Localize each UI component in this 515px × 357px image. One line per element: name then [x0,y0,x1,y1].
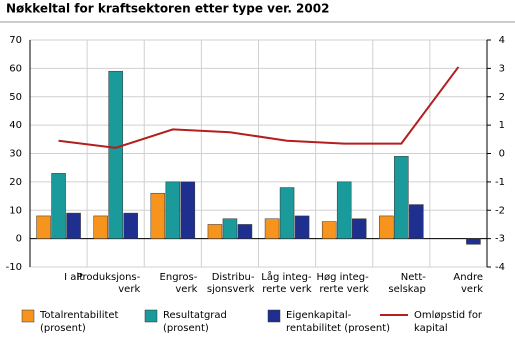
bar [222,218,238,239]
x-tick-label: Nett- [401,272,426,283]
bar [108,70,123,239]
x-tick-label: verk [461,284,483,295]
x-tick-label: rerte verk [319,284,369,295]
bar [294,215,310,239]
bar [466,238,481,245]
y-tick-label: 0 [16,234,22,245]
bar [321,221,337,239]
x-tick-label: Produksjons- [77,272,141,283]
legend-label: kapital [414,323,448,334]
x-tick-label: selskap [388,284,425,295]
legend-swatch [21,309,35,323]
y2-tick-label: 3 [499,63,505,74]
legend-swatch [144,309,158,323]
bar [165,181,181,239]
y2-tick-label: 0 [499,149,505,160]
bar [237,224,253,239]
y2-tick-label: 4 [499,35,505,46]
x-tick-label: sjonsverk [207,284,255,295]
bar [279,187,295,239]
y-tick-label: 20 [9,177,22,188]
x-tick-label: Høg integ- [316,272,369,283]
x-tick-label: verk [175,284,197,295]
legend-label: Eigenkapital- [286,310,352,321]
legend-label: Resultatgrad [163,310,227,321]
y-tick-label: 30 [9,149,22,160]
x-tick-label: Andre [453,272,483,283]
legend-swatch [267,309,281,323]
bar [66,212,81,239]
legend-label: Totalrentabilitet [39,310,119,321]
bar [150,192,166,239]
x-tick-label: Engros- [160,272,198,283]
bar [336,181,352,239]
bar [379,215,394,239]
bar [394,156,409,239]
bar [351,218,367,239]
bar [264,218,280,239]
line [58,66,460,149]
y-tick-label: 60 [9,63,22,74]
x-tick-label: verk [118,284,140,295]
y2-tick-label: -3 [495,234,505,245]
bar [180,181,196,239]
y-tick-label: 40 [9,120,22,131]
y-tick-label: -10 [6,262,22,273]
bar [93,215,108,239]
y-tick-label: 70 [9,35,22,46]
x-tick-label: I alt [64,272,83,283]
bar [207,224,223,239]
x-tick-label: Distribu- [212,272,255,283]
y2-tick-label: -1 [495,177,505,188]
bar [123,212,138,239]
bar [51,173,66,239]
y2-tick-label: 1 [499,120,505,131]
y2-tick-label: 2 [499,92,505,103]
x-tick-label: Låg integ- [261,270,312,283]
chart-title: Nøkkeltal for kraftsektoren etter type v… [6,2,329,16]
legend-label: rentabilitet (prosent) [286,323,390,334]
bar [409,204,424,239]
legend-label: (prosent) [163,323,209,334]
y2-tick-label: -2 [495,205,505,216]
y-tick-label: 10 [9,205,22,216]
legend-label: (prosent) [40,323,86,334]
bar [36,215,51,239]
y-tick-label: 50 [9,92,22,103]
x-tick-label: rerte verk [262,284,312,295]
legend-label: Omløpstid for [414,310,483,321]
y2-tick-label: -4 [495,262,505,273]
